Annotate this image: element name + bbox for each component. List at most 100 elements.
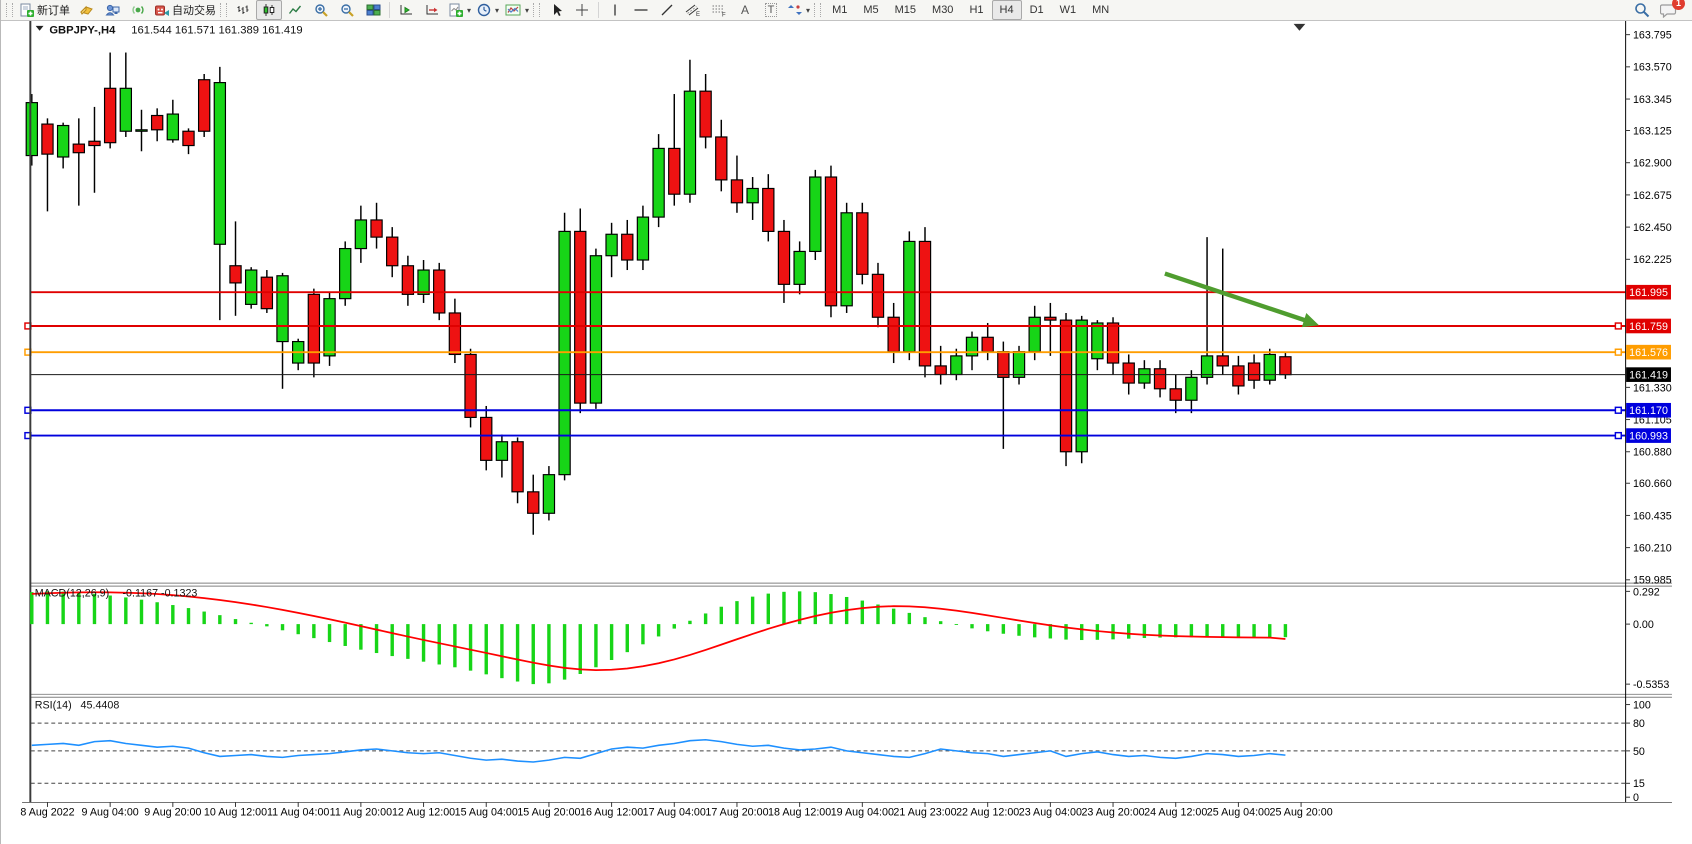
search-icon[interactable] [1634, 2, 1650, 18]
autotrading-button[interactable]: 自动交易 [151, 0, 219, 20]
timeframe-label: H4 [999, 4, 1014, 16]
candle-bearish [762, 187, 775, 232]
chart-title-ohlc: 161.544 161.571 161.389 161.419 [131, 25, 302, 37]
candle-bullish [1075, 319, 1088, 453]
timeframe-d1-button[interactable]: D1 [1022, 0, 1052, 20]
trend-arrow[interactable] [1164, 271, 1306, 323]
candle-bullish [417, 269, 430, 295]
toolbar-grip[interactable] [533, 3, 541, 17]
chart-shift-marker[interactable] [1293, 23, 1306, 31]
hline-right-handle-161.759[interactable] [1614, 322, 1622, 330]
sounds-button[interactable] [125, 0, 151, 20]
timeframe-mn-button[interactable]: MN [1084, 0, 1117, 20]
timeframe-h4-button[interactable]: H4 [991, 0, 1022, 20]
price-axis-tick-label: 162.450 [1633, 222, 1672, 234]
cursor-icon [553, 4, 562, 16]
bar-chart-button[interactable] [230, 0, 256, 20]
trend-arrow-head[interactable] [1301, 313, 1319, 328]
candle-bullish [1091, 322, 1104, 360]
zoom-in-button[interactable] [308, 0, 334, 20]
equidistant-channel-icon: E [685, 4, 700, 17]
new-chart-button[interactable]: ▾ [445, 0, 474, 20]
candle-bullish [495, 441, 509, 461]
price-axis-tick-label: 163.125 [1633, 125, 1672, 137]
crosshair-tool-button[interactable] [569, 0, 595, 20]
price-label-bg-161.995 [1626, 284, 1671, 300]
candle-bearish [1247, 362, 1261, 381]
chevron-down-icon[interactable]: ▾ [806, 5, 811, 15]
chevron-down-icon[interactable]: ▾ [467, 5, 472, 15]
timeframe-w1-button[interactable]: W1 [1052, 0, 1085, 20]
line-chart-button[interactable] [282, 0, 308, 20]
time-axis-label: 17 Aug 20:00 [705, 807, 768, 819]
candle-bearish [511, 441, 524, 493]
price-axis-tick-label: 160.880 [1633, 447, 1672, 459]
market-watch-button[interactable] [73, 0, 99, 20]
arrow-objects-icon [788, 5, 803, 15]
price-axis-tick-label: 163.570 [1633, 62, 1672, 74]
candle-bearish [887, 316, 900, 353]
chart-area[interactable]: 163.795 163.570 163.345 163.125 162.900 162.6… [1, 21, 1692, 844]
price-axis-tick-label: 163.795 [1633, 30, 1672, 42]
fibonacci-tool-button[interactable]: F [706, 0, 732, 20]
candle-bullish [166, 113, 180, 141]
candlestick-chart-icon [263, 4, 275, 16]
tile-windows-icon [366, 4, 380, 16]
text-tool-button[interactable]: A [732, 0, 758, 20]
time-axis-label: 11 Aug 20:00 [330, 807, 392, 819]
autotrading-icon [155, 5, 169, 16]
vertical-line-tool-button[interactable] [602, 0, 628, 20]
time-axis-label: 10 Aug 12:00 [204, 807, 267, 819]
candle-bearish [229, 265, 242, 284]
time-axis-label: 21 Aug 23:00 [893, 807, 956, 819]
toolbar-grip[interactable] [6, 3, 13, 17]
text-label-tool-button[interactable]: T [758, 0, 784, 20]
tile-windows-button[interactable] [360, 0, 386, 20]
candlestick-chart-button[interactable] [256, 0, 282, 20]
channel-tool-button[interactable]: E [680, 0, 706, 20]
timeframe-h1-button[interactable]: H1 [961, 0, 991, 20]
price-label-161.170: 161.170 [1629, 405, 1668, 417]
candle-bearish [1122, 362, 1135, 384]
chart-canvas[interactable]: 163.795 163.570 163.345 163.125 162.900 162.6… [1, 21, 1692, 844]
timeframe-m5-button[interactable]: M5 [855, 0, 886, 20]
indicators-button[interactable]: ▾ [502, 0, 532, 20]
auto-scroll-button[interactable] [393, 0, 419, 20]
timeframe-m1-button[interactable]: M1 [824, 0, 855, 20]
channel-sub-label: E [696, 12, 700, 17]
hline-right-handle-161.17[interactable] [1614, 406, 1622, 414]
cursor-tool-button[interactable] [543, 0, 569, 20]
candle-bullish [354, 219, 368, 250]
candle-bullish [244, 269, 258, 305]
horizontal-line-tool-button[interactable] [628, 0, 654, 20]
arrows-tool-button[interactable]: ▾ [784, 0, 813, 20]
toolbar-grip[interactable] [220, 3, 227, 17]
chart-shift-button[interactable] [419, 0, 445, 20]
chevron-down-icon[interactable]: ▾ [525, 5, 530, 15]
toolbar-grip[interactable] [814, 3, 822, 17]
periods-button[interactable]: ▾ [474, 0, 502, 20]
fibonacci-icon: F [712, 5, 726, 17]
symbol-dropdown-icon[interactable] [35, 25, 44, 31]
candle-bearish [527, 491, 540, 514]
time-axis-label: 16 Aug 12:00 [580, 807, 643, 819]
zoom-in-icon [314, 4, 328, 17]
candle-bullish [589, 255, 603, 404]
new-order-button[interactable]: 新订单 [16, 0, 73, 20]
trendline-tool-button[interactable] [654, 0, 680, 20]
timeframe-m15-button[interactable]: M15 [887, 0, 924, 20]
rsi-scale-label: 80 [1633, 718, 1645, 730]
candle-bullish [1263, 353, 1276, 381]
candle-bearish [1059, 319, 1073, 453]
timeframe-label: W1 [1059, 4, 1077, 16]
hline-right-handle-161.576[interactable] [1614, 348, 1622, 356]
notifications-button[interactable]: 1 [1660, 0, 1685, 18]
candle-bullish [950, 355, 963, 376]
chevron-down-icon[interactable]: ▾ [495, 5, 500, 15]
navigator-button[interactable] [99, 0, 125, 20]
zoom-out-button[interactable] [334, 0, 360, 20]
price-axis-tick-label: 162.900 [1633, 158, 1672, 170]
hline-right-handle-160.993[interactable] [1614, 431, 1622, 440]
macd-values: -0.1167 -0.1323 [122, 587, 197, 599]
timeframe-m30-button[interactable]: M30 [924, 0, 961, 20]
